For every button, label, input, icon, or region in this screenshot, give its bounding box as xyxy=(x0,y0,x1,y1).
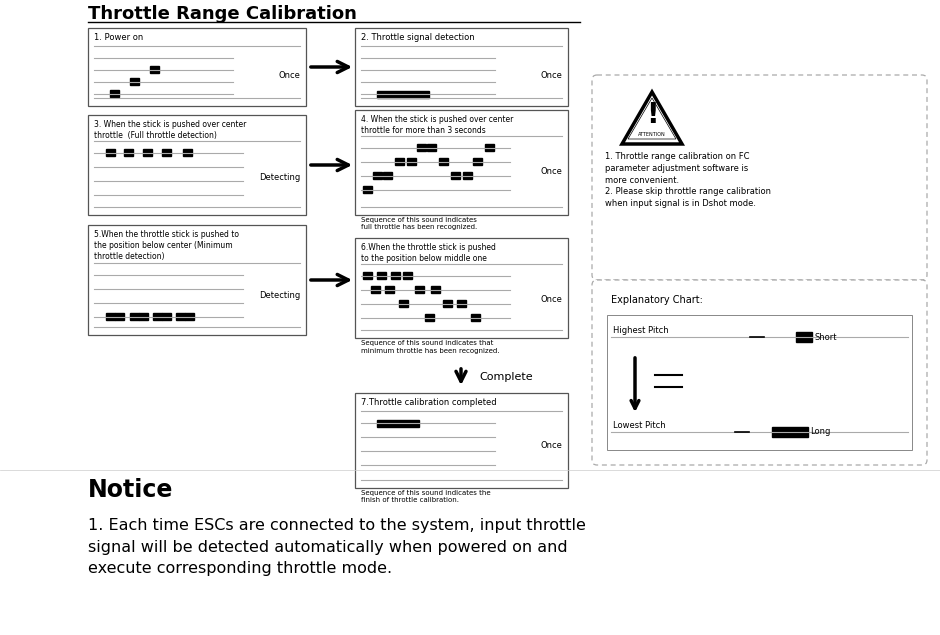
Bar xyxy=(88,225,306,335)
Bar xyxy=(162,313,171,320)
Bar xyxy=(427,144,436,151)
Text: Explanatory Chart:: Explanatory Chart: xyxy=(611,295,703,305)
Text: Throttle Range Calibration: Throttle Range Calibration xyxy=(88,5,357,23)
Bar xyxy=(377,91,429,98)
Text: Short: Short xyxy=(814,333,837,342)
Text: Detecting: Detecting xyxy=(258,290,300,300)
Text: Lowest Pitch: Lowest Pitch xyxy=(613,421,666,430)
Bar xyxy=(139,313,148,320)
Bar xyxy=(463,172,472,179)
Bar xyxy=(471,314,480,321)
Text: 5.When the throttle stick is pushed to
the position below center (Minimum
thrott: 5.When the throttle stick is pushed to t… xyxy=(94,230,239,261)
FancyBboxPatch shape xyxy=(592,280,927,465)
Text: Detecting: Detecting xyxy=(258,173,300,182)
Text: Once: Once xyxy=(540,168,562,177)
Bar xyxy=(363,186,372,193)
Bar xyxy=(115,313,124,320)
Text: 4. When the stick is pushed over center
throttle for more than 3 seconds: 4. When the stick is pushed over center … xyxy=(361,115,513,135)
Bar xyxy=(124,149,133,156)
Bar xyxy=(399,300,408,307)
Bar xyxy=(377,420,419,427)
Text: Sequence of this sound indicates
full throttle has been recognized.: Sequence of this sound indicates full th… xyxy=(361,217,478,231)
Bar xyxy=(176,313,185,320)
Bar xyxy=(355,393,568,488)
Bar xyxy=(439,158,448,165)
Bar xyxy=(391,272,400,279)
Bar xyxy=(473,158,482,165)
Text: 2. Throttle signal detection: 2. Throttle signal detection xyxy=(361,33,475,42)
Text: Long: Long xyxy=(809,427,830,436)
Text: Once: Once xyxy=(540,441,562,450)
Text: Sequence of this sound indicates the
finish of throttle calibration.: Sequence of this sound indicates the fin… xyxy=(361,490,491,504)
Polygon shape xyxy=(628,98,676,139)
Text: Notice: Notice xyxy=(88,478,173,502)
Text: 3. When the stick is pushed over center
throttle  (Full throttle detection): 3. When the stick is pushed over center … xyxy=(94,120,246,140)
Bar xyxy=(373,172,382,179)
Bar xyxy=(106,149,115,156)
Bar xyxy=(607,315,912,450)
Text: Once: Once xyxy=(540,72,562,81)
Bar xyxy=(425,314,434,321)
Text: 1. Power on: 1. Power on xyxy=(94,33,143,42)
Text: Sequence of this sound indicates that
minimum throttle has been recognized.: Sequence of this sound indicates that mi… xyxy=(361,340,499,354)
Text: 7.Throttle calibration completed: 7.Throttle calibration completed xyxy=(361,398,496,407)
Bar xyxy=(143,149,152,156)
Text: Once: Once xyxy=(278,72,300,81)
Bar xyxy=(485,144,494,151)
Bar xyxy=(110,90,119,97)
Bar xyxy=(106,313,115,320)
Bar xyxy=(385,286,394,293)
Bar xyxy=(371,286,380,293)
Bar xyxy=(443,300,452,307)
Text: ATTENTION: ATTENTION xyxy=(638,131,666,137)
Text: 1. Each time ESCs are connected to the system, input throttle
signal will be det: 1. Each time ESCs are connected to the s… xyxy=(88,518,586,576)
Bar xyxy=(363,272,372,279)
Text: 1. Throttle range calibration on FC
parameter adjustment software is
more conven: 1. Throttle range calibration on FC para… xyxy=(605,152,771,208)
Bar xyxy=(451,172,460,179)
Bar xyxy=(88,115,306,215)
Bar xyxy=(772,427,807,437)
Bar xyxy=(377,272,386,279)
Text: Highest Pitch: Highest Pitch xyxy=(613,326,668,335)
Bar xyxy=(88,28,306,106)
Bar xyxy=(796,332,812,342)
Bar xyxy=(403,272,412,279)
Bar xyxy=(130,313,139,320)
Bar xyxy=(185,313,194,320)
Bar xyxy=(457,300,466,307)
Bar xyxy=(431,286,440,293)
Text: 6.When the throttle stick is pushed
to the position below middle one: 6.When the throttle stick is pushed to t… xyxy=(361,243,496,263)
FancyBboxPatch shape xyxy=(592,75,927,280)
Bar xyxy=(355,110,568,215)
Bar xyxy=(162,149,171,156)
Bar xyxy=(150,66,159,73)
Bar xyxy=(355,28,568,106)
Bar xyxy=(183,149,192,156)
Bar xyxy=(383,172,392,179)
Text: Complete: Complete xyxy=(479,372,533,382)
Bar xyxy=(415,286,424,293)
Text: Once: Once xyxy=(540,295,562,305)
Bar xyxy=(130,78,139,85)
Bar xyxy=(355,238,568,338)
Bar xyxy=(407,158,416,165)
Bar xyxy=(153,313,162,320)
Bar xyxy=(395,158,404,165)
Bar xyxy=(417,144,426,151)
Text: !: ! xyxy=(646,102,658,130)
